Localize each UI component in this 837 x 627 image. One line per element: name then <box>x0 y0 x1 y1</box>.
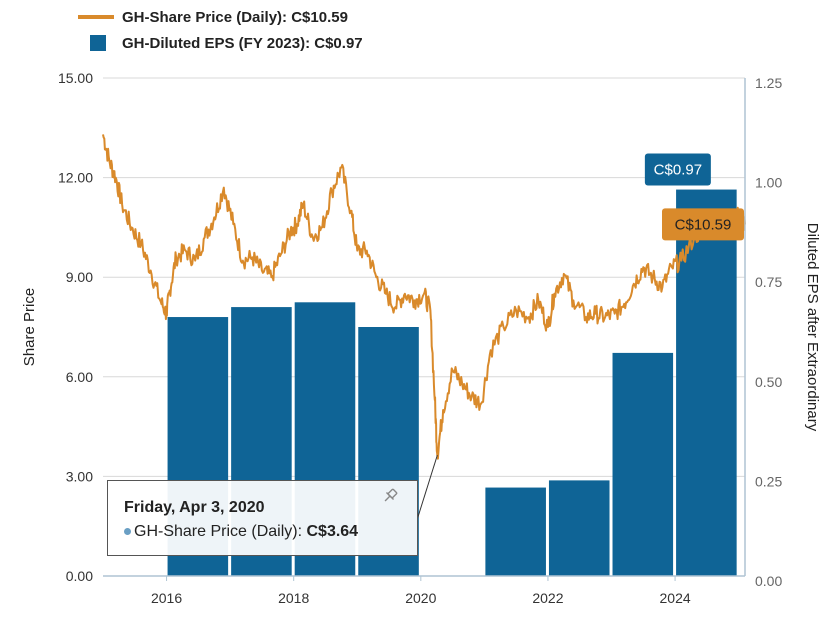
tooltip: Friday, Apr 3, 2020 GH-Share Price (Dail… <box>107 480 418 556</box>
price-callout-label: C$10.59 <box>675 216 732 233</box>
eps-bar <box>676 189 737 576</box>
share-price-line-group <box>102 134 746 460</box>
eps-callout-label: C$0.97 <box>654 162 702 179</box>
eps-bar <box>485 487 546 576</box>
y-left-tick-label: 6.00 <box>66 369 93 385</box>
y-right-tick-label: 0.00 <box>755 573 782 589</box>
legend-share-price-label: GH-Share Price (Daily): C$10.59 <box>122 8 348 26</box>
x-tick-label: 2022 <box>532 590 563 606</box>
y-left-tick-label: 12.00 <box>58 170 93 186</box>
x-tick-label: 2024 <box>660 590 691 606</box>
y-axis-right-label: Diluted EPS after Extraordinary <box>804 223 821 432</box>
tooltip-value: C$3.64 <box>306 523 359 540</box>
tooltip-connector <box>416 455 438 521</box>
y-right-tick-label: 0.25 <box>755 473 782 489</box>
legend-item-share-price[interactable]: GH-Share Price (Daily): C$10.59 <box>78 4 363 30</box>
share-price-line <box>102 134 746 460</box>
x-tick-label: 2020 <box>405 590 436 606</box>
eps-bar <box>612 352 674 576</box>
y-left-tick-label: 0.00 <box>66 568 93 584</box>
tooltip-series-dot <box>124 528 131 536</box>
legend-diluted-eps-label: GH-Diluted EPS (FY 2023): C$0.97 <box>122 34 363 52</box>
y-axis-left-label: Share Price <box>21 288 38 366</box>
tick-labels: 0.00 0.00 3.00 0.25 6.00 0.50 9.00 0.75 12.00 1.0… <box>58 70 783 606</box>
callouts: C$0.97 C$10.59 <box>644 153 744 241</box>
eps-bar <box>548 480 610 576</box>
y-right-tick-label: 1.00 <box>755 175 782 191</box>
diluted-eps-swatch <box>90 35 106 51</box>
share-price-swatch <box>78 15 114 19</box>
eps-callout-box <box>644 153 711 186</box>
axes <box>103 78 746 577</box>
legend: GH-Share Price (Daily): C$10.59 GH-Dilut… <box>78 4 363 56</box>
x-tick-label: 2016 <box>151 590 182 606</box>
price-callout-box <box>662 208 744 241</box>
y-left-tick-label: 15.00 <box>58 70 93 86</box>
tooltip-series-label: GH-Share Price (Daily): <box>134 523 303 540</box>
pin-icon[interactable] <box>381 487 399 510</box>
x-tick-label: 2018 <box>278 590 309 606</box>
tooltip-series-line: GH-Share Price (Daily): C$3.64 <box>124 523 358 541</box>
y-right-tick-label: 1.25 <box>755 75 782 91</box>
y-right-tick-label: 0.75 <box>755 274 782 290</box>
legend-item-diluted-eps[interactable]: GH-Diluted EPS (FY 2023): C$0.97 <box>78 30 363 56</box>
y-right-tick-label: 0.50 <box>755 374 782 390</box>
tooltip-date: Friday, Apr 3, 2020 <box>124 499 265 516</box>
y-left-tick-label: 3.00 <box>66 468 93 484</box>
y-left-tick-label: 9.00 <box>66 269 93 285</box>
